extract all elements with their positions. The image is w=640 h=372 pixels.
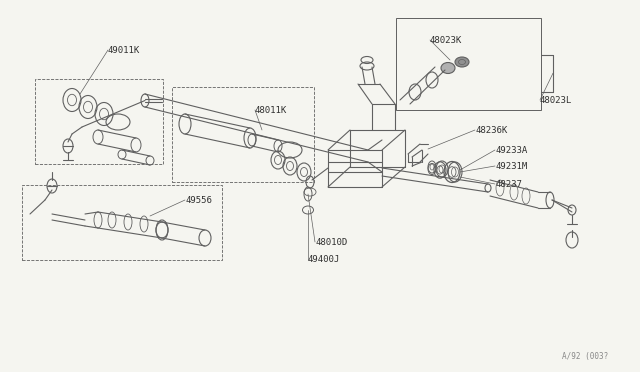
Bar [172,87,314,182]
Bar [396,18,541,110]
Bar [22,185,222,260]
Text: 49400J: 49400J [308,256,340,264]
Text: A/92 (003?: A/92 (003? [562,353,608,362]
Text: 48236K: 48236K [475,125,508,135]
Text: 49556: 49556 [185,196,212,205]
Bar [35,79,163,164]
Ellipse shape [441,62,455,74]
Text: 48023K: 48023K [430,35,462,45]
Text: 48023L: 48023L [540,96,572,105]
Text: 49231M: 49231M [495,161,527,170]
Text: 49233A: 49233A [495,145,527,154]
Ellipse shape [455,57,469,67]
Text: 49011K: 49011K [108,45,140,55]
Text: 48237: 48237 [495,180,522,189]
Text: 48010D: 48010D [315,237,348,247]
Text: 48011K: 48011K [255,106,287,115]
